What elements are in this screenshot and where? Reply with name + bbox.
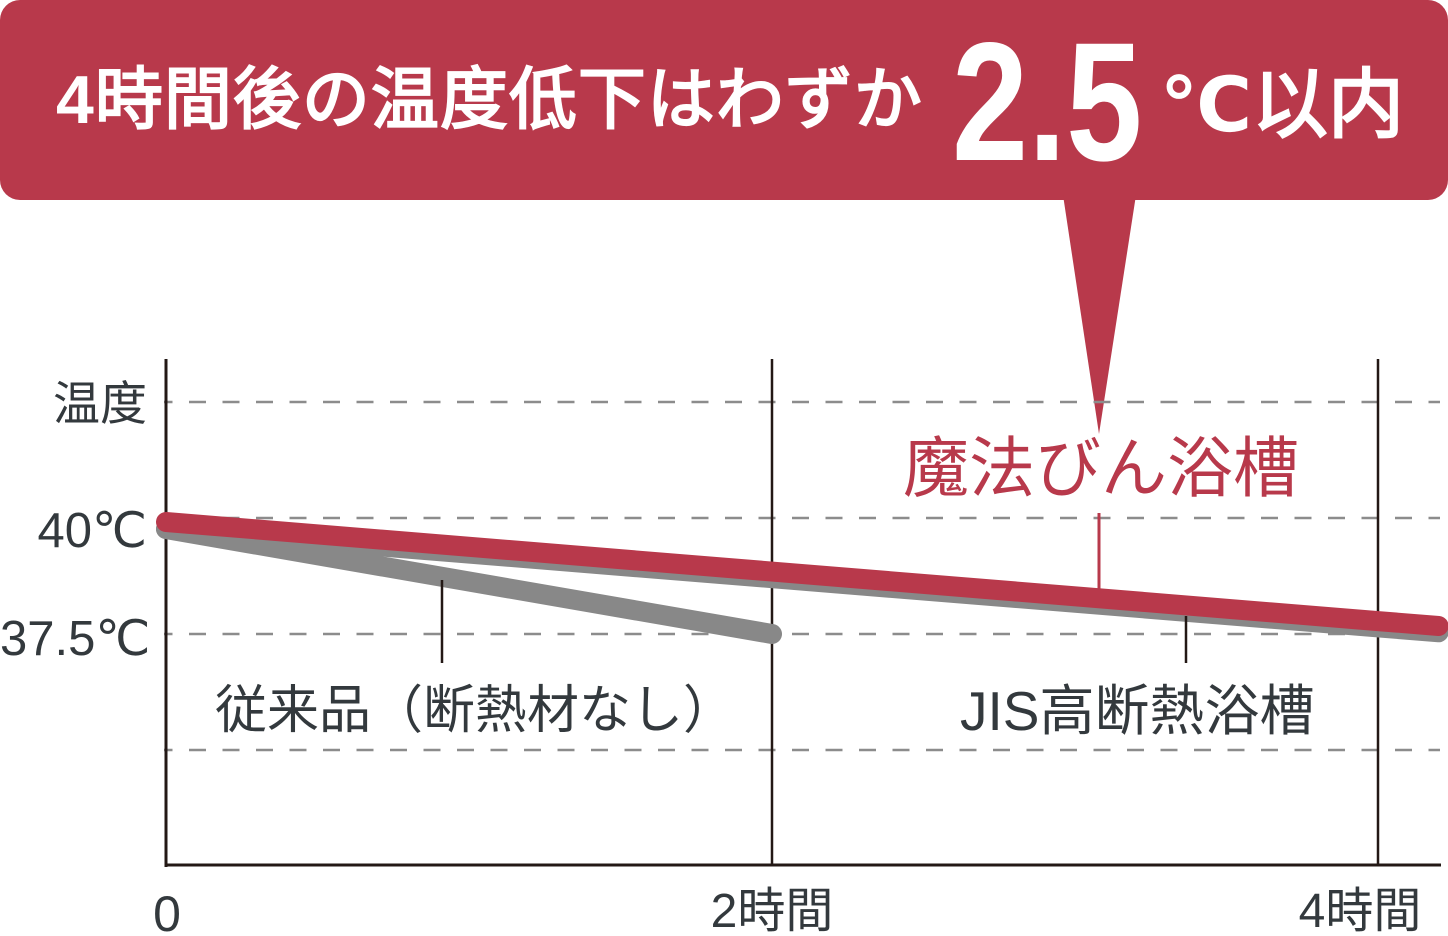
y-axis-title: 温度	[53, 377, 147, 430]
gridlines	[164, 400, 1440, 752]
series-line-magic-bath	[156, 512, 1448, 636]
x-tick-label-0: 0	[153, 886, 181, 936]
series-label-conventional: 従来品（断熱材なし）	[215, 682, 736, 740]
headline-banner	[0, 0, 1448, 200]
x-tick-label-4h: 4時間	[1298, 885, 1422, 936]
x-tick-label-2h: 2時間	[710, 885, 834, 936]
headline-text: 4時間後の温度低下はわずか	[56, 62, 923, 138]
headline-value: 2.5	[952, 7, 1143, 196]
y-tick-label-40: 40℃	[37, 504, 147, 558]
headline-unit: ℃以内	[1160, 63, 1405, 148]
series-line-conventional	[156, 519, 782, 644]
y-tick-label-37-5: 37.5℃	[0, 612, 151, 666]
series-label-jis: JIS高断熱浴槽	[960, 680, 1315, 742]
series-label-magic-bath: 魔法びん浴槽	[903, 431, 1299, 505]
callout-pointer	[1063, 195, 1136, 434]
